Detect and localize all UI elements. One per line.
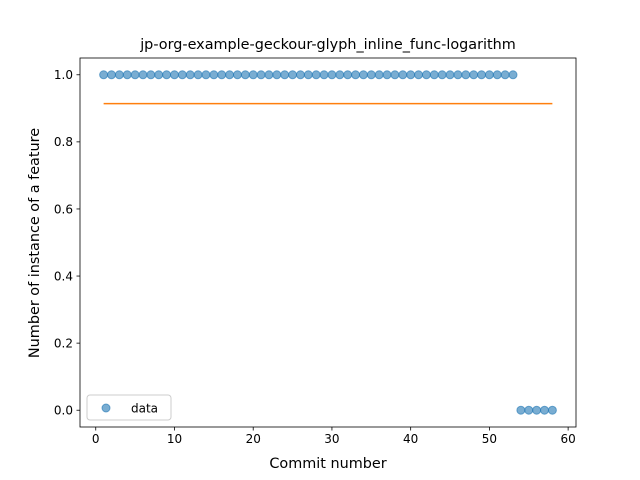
y-tick-label: 0.4 — [54, 269, 73, 283]
legend: data — [87, 395, 171, 420]
data-point — [115, 71, 123, 79]
data-point — [454, 71, 462, 79]
y-tick-label: 0.0 — [54, 404, 73, 418]
data-point — [328, 71, 336, 79]
data-point — [139, 71, 147, 79]
data-point — [462, 71, 470, 79]
data-point — [186, 71, 194, 79]
legend-box — [87, 395, 171, 420]
data-point — [218, 71, 226, 79]
x-tick-label: 50 — [482, 432, 497, 446]
data-point — [352, 71, 360, 79]
data-point — [241, 71, 249, 79]
data-point — [107, 71, 115, 79]
data-point — [100, 71, 108, 79]
y-tick-label: 0.6 — [54, 202, 73, 216]
data-point — [517, 406, 525, 414]
legend-marker — [102, 404, 110, 412]
data-point — [320, 71, 328, 79]
chart-title: jp-org-example-geckour-glyph_inline_func… — [139, 37, 516, 53]
data-point — [375, 71, 383, 79]
data-point — [233, 71, 241, 79]
data-point — [359, 71, 367, 79]
data-point — [202, 71, 210, 79]
data-point — [415, 71, 423, 79]
x-tick-label: 0 — [92, 432, 100, 446]
data-point — [226, 71, 234, 79]
data-point — [163, 71, 171, 79]
data-point — [296, 71, 304, 79]
data-point — [525, 406, 533, 414]
data-point — [509, 71, 517, 79]
data-point — [281, 71, 289, 79]
data-point — [170, 71, 178, 79]
data-point — [344, 71, 352, 79]
x-tick-label: 20 — [246, 432, 261, 446]
data-point — [430, 71, 438, 79]
data-point — [548, 406, 556, 414]
data-point — [501, 71, 509, 79]
data-point — [194, 71, 202, 79]
x-tick-label: 60 — [560, 432, 575, 446]
data-point — [123, 71, 131, 79]
y-axis-label: Number of instance of a feature — [27, 128, 43, 358]
data-point — [249, 71, 257, 79]
legend-label: data — [131, 402, 158, 416]
x-axis: 0 10 20 30 40 50 60 — [92, 427, 576, 446]
data-point — [312, 71, 320, 79]
data-point — [407, 71, 415, 79]
y-tick-label: 1.0 — [54, 68, 73, 82]
data-point — [391, 71, 399, 79]
data-point — [533, 406, 541, 414]
x-tick-label: 30 — [324, 432, 339, 446]
data-point — [367, 71, 375, 79]
data-point — [178, 71, 186, 79]
y-tick-label: 0.8 — [54, 135, 73, 149]
data-point — [257, 71, 265, 79]
data-point — [155, 71, 163, 79]
data-point — [147, 71, 155, 79]
data-point — [446, 71, 454, 79]
plot-area — [100, 71, 557, 414]
data-point — [493, 71, 501, 79]
data-point — [304, 71, 312, 79]
x-axis-label: Commit number — [269, 456, 386, 472]
data-point — [131, 71, 139, 79]
data-point — [336, 71, 344, 79]
y-tick-label: 0.2 — [54, 336, 73, 350]
data-point — [438, 71, 446, 79]
data-point — [265, 71, 273, 79]
plot-frame — [80, 58, 576, 427]
data-point — [289, 71, 297, 79]
data-point — [383, 71, 391, 79]
data-point — [470, 71, 478, 79]
data-point — [485, 71, 493, 79]
data-point — [399, 71, 407, 79]
x-tick-label: 40 — [403, 432, 418, 446]
data-point — [422, 71, 430, 79]
data-point — [210, 71, 218, 79]
data-point — [541, 406, 549, 414]
data-point — [273, 71, 281, 79]
y-axis: 0.0 0.2 0.4 0.6 0.8 1.0 — [54, 68, 80, 417]
x-tick-label: 10 — [167, 432, 182, 446]
data-point — [478, 71, 486, 79]
